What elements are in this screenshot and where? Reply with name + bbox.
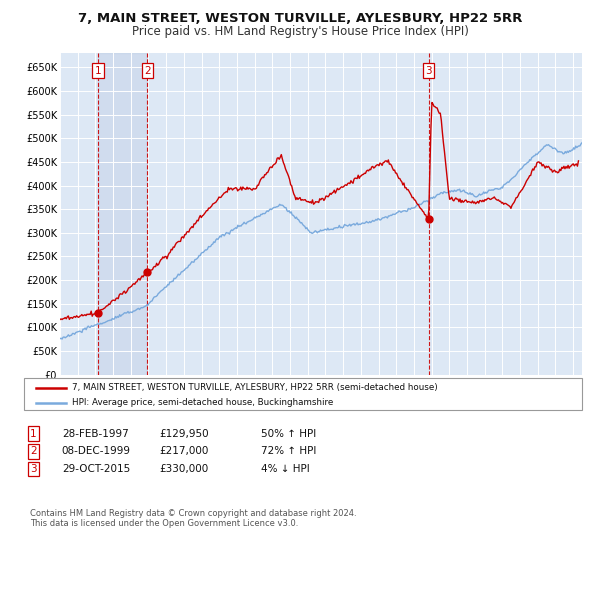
Text: This data is licensed under the Open Government Licence v3.0.: This data is licensed under the Open Gov… (30, 519, 298, 528)
Bar (98, 53, 147, 375)
Text: Price paid vs. HM Land Registry's House Price Index (HPI): Price paid vs. HM Land Registry's House … (131, 25, 469, 38)
Text: 1: 1 (30, 429, 37, 438)
Text: £129,950: £129,950 (159, 429, 209, 438)
Text: 72% ↑ HPI: 72% ↑ HPI (261, 447, 316, 456)
Text: 7, MAIN STREET, WESTON TURVILLE, AYLESBURY, HP22 5RR (semi-detached house): 7, MAIN STREET, WESTON TURVILLE, AYLESBU… (72, 384, 438, 392)
Text: 2: 2 (30, 447, 37, 456)
Text: 08-DEC-1999: 08-DEC-1999 (62, 447, 131, 456)
Text: 1: 1 (95, 66, 101, 76)
Text: Contains HM Land Registry data © Crown copyright and database right 2024.: Contains HM Land Registry data © Crown c… (30, 509, 356, 517)
Text: £217,000: £217,000 (159, 447, 208, 456)
Text: 4% ↓ HPI: 4% ↓ HPI (261, 464, 310, 474)
Text: 50% ↑ HPI: 50% ↑ HPI (261, 429, 316, 438)
Text: £330,000: £330,000 (159, 464, 208, 474)
Text: 28-FEB-1997: 28-FEB-1997 (62, 429, 128, 438)
Text: 2: 2 (144, 66, 151, 76)
Text: 29-OCT-2015: 29-OCT-2015 (62, 464, 130, 474)
Text: 3: 3 (30, 464, 37, 474)
Text: HPI: Average price, semi-detached house, Buckinghamshire: HPI: Average price, semi-detached house,… (72, 398, 333, 408)
Text: 7, MAIN STREET, WESTON TURVILLE, AYLESBURY, HP22 5RR: 7, MAIN STREET, WESTON TURVILLE, AYLESBU… (78, 12, 522, 25)
Text: 3: 3 (425, 66, 432, 76)
